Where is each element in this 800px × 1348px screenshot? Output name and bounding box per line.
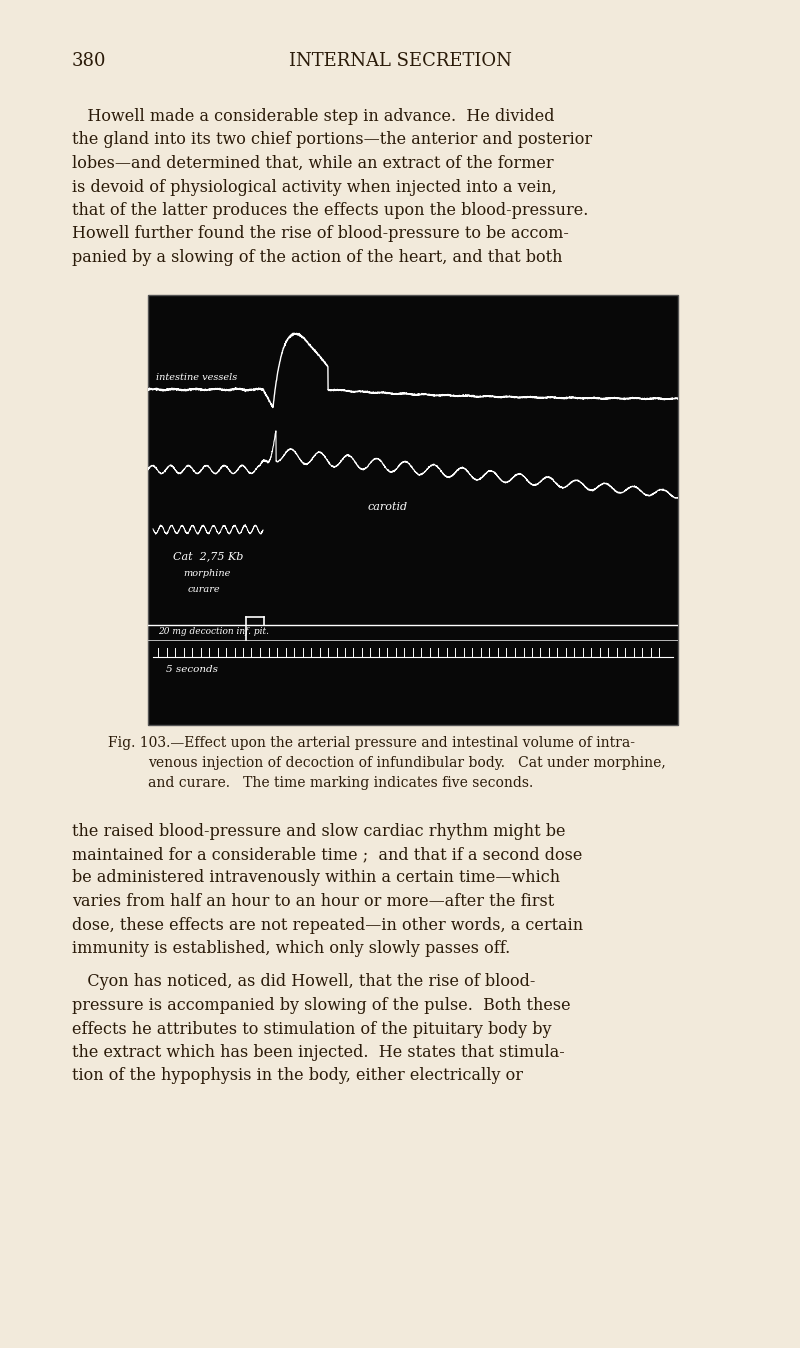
Text: Cyon has noticed, as did Howell, that the rise of blood-: Cyon has noticed, as did Howell, that th… [72,973,535,991]
Text: carotid: carotid [368,501,408,511]
Text: lobes—and determined that, while an extract of the former: lobes—and determined that, while an extr… [72,155,554,173]
Text: immunity is established, which only slowly passes off.: immunity is established, which only slow… [72,940,510,957]
Text: the gland into its two chief portions—the anterior and posterior: the gland into its two chief portions—th… [72,132,592,148]
Text: INTERNAL SECRETION: INTERNAL SECRETION [289,53,511,70]
Text: tion of the hypophysis in the body, either electrically or: tion of the hypophysis in the body, eith… [72,1068,523,1085]
Text: venous injection of decoction of infundibular body.   Cat under morphine,: venous injection of decoction of infundi… [148,756,666,771]
Bar [148,294,678,724]
Text: the extract which has been injected.  He states that stimula­: the extract which has been injected. He … [72,1043,565,1061]
Text: 5 seconds: 5 seconds [166,666,218,674]
Text: intestine vessels: intestine vessels [156,372,238,381]
Text: Cat  2,75 Kb: Cat 2,75 Kb [173,551,243,562]
Text: pressure is accompanied by slowing of the pulse.  Both these: pressure is accompanied by slowing of th… [72,998,570,1014]
Text: effects he attributes to stimulation of the pituitary body by: effects he attributes to stimulation of … [72,1020,551,1038]
Text: be administered intravenously within a certain time—which: be administered intravenously within a c… [72,869,560,887]
Text: panied by a slowing of the action of the heart, and that both: panied by a slowing of the action of the… [72,249,562,266]
Text: 20 mg decoction inf. pit.: 20 mg decoction inf. pit. [158,627,269,635]
Text: that of the latter produces the effects upon the blood-pressure.: that of the latter produces the effects … [72,202,588,218]
Text: and curare.   The time marking indicates five seconds.: and curare. The time marking indicates f… [148,776,534,790]
Text: curare: curare [188,585,221,593]
Text: dose, these effects are not repeated—in other words, a certain: dose, these effects are not repeated—in … [72,917,583,934]
Text: maintained for a considerable time ;  and that if a second dose: maintained for a considerable time ; and… [72,847,582,863]
Text: Howell further found the rise of blood-pressure to be accom­: Howell further found the rise of blood-p… [72,225,569,243]
Text: morphine: morphine [183,569,230,578]
Text: is devoid of physiological activity when injected into a vein,: is devoid of physiological activity when… [72,178,557,195]
Text: Fig. 103.—Effect upon the arterial pressure and intestinal volume of intra-: Fig. 103.—Effect upon the arterial press… [108,736,635,751]
Text: 380: 380 [72,53,106,70]
Text: the raised blood-pressure and slow cardiac rhythm might be: the raised blood-pressure and slow cardi… [72,822,566,840]
Text: varies from half an hour to an hour or more—after the first: varies from half an hour to an hour or m… [72,892,554,910]
Text: Howell made a considerable step in advance.  He divided: Howell made a considerable step in advan… [72,108,554,125]
